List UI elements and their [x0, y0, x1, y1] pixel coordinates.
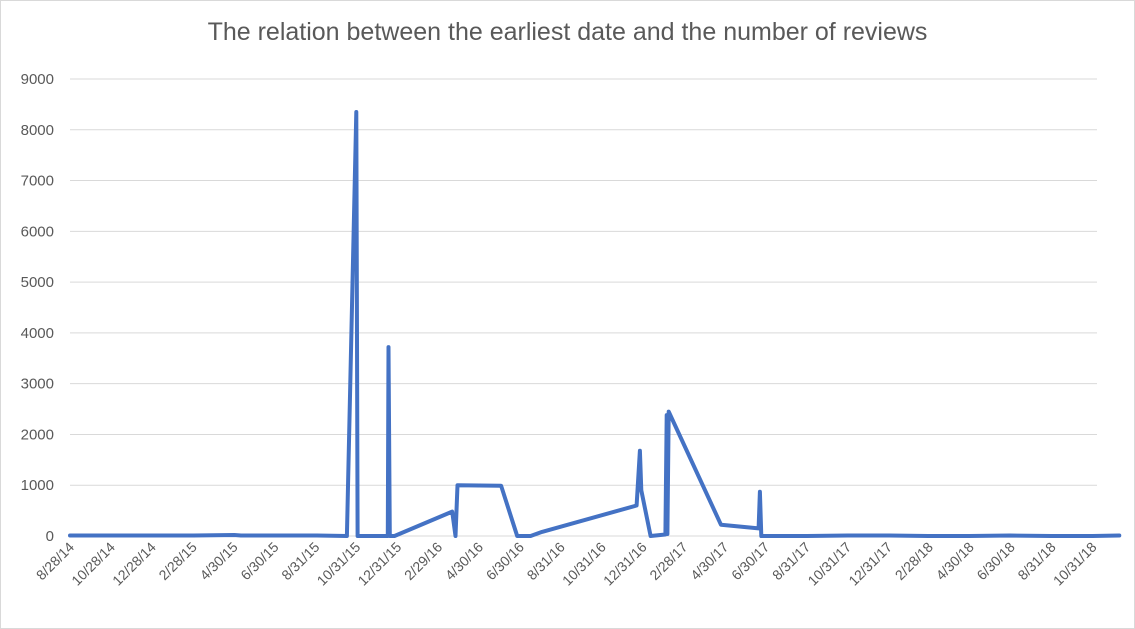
- x-tick-label: 2/28/15: [155, 539, 199, 583]
- x-tick-label: 10/31/16: [559, 539, 609, 589]
- x-tick-label: 6/30/15: [237, 539, 281, 583]
- series-layer: [68, 110, 1122, 538]
- y-tick-label: 5000: [21, 274, 54, 291]
- y-axis-ticks: 0 1000 2000 3000 4000 5000 6000 7000 8000 9000: [21, 71, 54, 545]
- gridlines: [70, 78, 1097, 537]
- y-tick-label: 9000: [21, 71, 54, 88]
- y-tick-label: 0: [46, 528, 54, 545]
- x-tick-label: 6/30/18: [973, 539, 1017, 583]
- y-tick-label: 8000: [21, 122, 54, 139]
- y-tick-label: 2000: [21, 426, 54, 443]
- x-tick-label: 10/31/18: [1050, 539, 1100, 589]
- x-tick-label: 2/28/18: [892, 539, 936, 583]
- x-tick-label: 12/31/17: [845, 539, 895, 589]
- x-tick-label: 10/28/14: [68, 539, 118, 589]
- series-line: [68, 110, 1122, 538]
- x-tick-label: 12/31/16: [600, 539, 650, 589]
- x-tick-label: 10/31/15: [314, 539, 364, 589]
- x-tick-label: 2/28/17: [646, 539, 690, 583]
- x-tick-label: 4/30/16: [442, 539, 486, 583]
- x-tick-label: 2/29/16: [401, 539, 445, 583]
- x-tick-label: 4/30/17: [687, 539, 731, 583]
- y-tick-label: 6000: [21, 223, 54, 240]
- x-tick-label: 6/30/17: [728, 539, 772, 583]
- y-tick-label: 7000: [21, 173, 54, 190]
- x-tick-label: 12/31/15: [354, 539, 404, 589]
- x-tick-label: 12/28/14: [109, 539, 159, 589]
- y-tick-label: 3000: [21, 376, 54, 393]
- x-tick-label: 4/30/18: [933, 539, 977, 583]
- chart-title: The relation between the earliest date a…: [207, 18, 928, 46]
- y-tick-label: 1000: [21, 477, 54, 494]
- y-tick-label: 4000: [21, 325, 54, 342]
- x-tick-label: 10/31/17: [804, 539, 854, 589]
- x-tick-label: 6/30/16: [483, 539, 527, 583]
- x-axis-ticks: 8/28/1410/28/1412/28/142/28/154/30/156/3…: [33, 539, 1100, 589]
- x-tick-label: 4/30/15: [196, 539, 240, 583]
